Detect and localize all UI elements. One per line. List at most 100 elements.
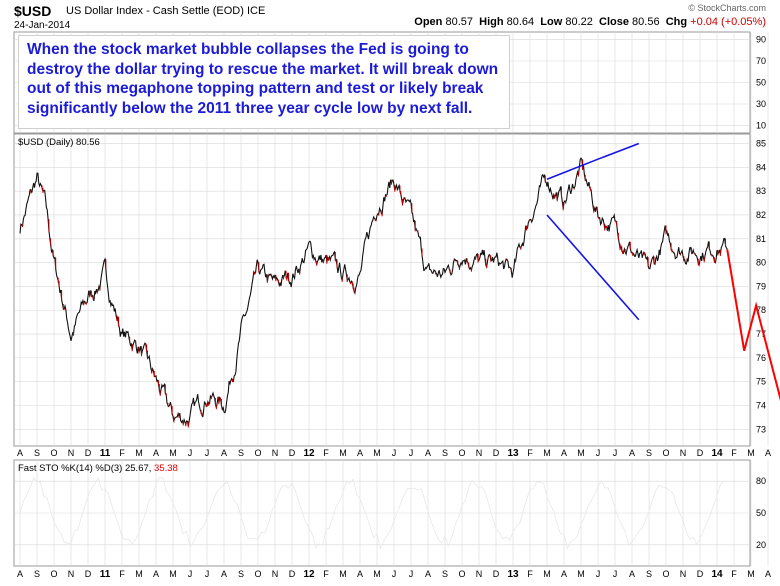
month-tick-label: A <box>425 569 431 579</box>
month-tick-label: J <box>596 448 601 458</box>
month-tick-label: D <box>85 569 92 579</box>
high-value: 80.64 <box>506 16 535 28</box>
month-tick-label: A <box>221 448 227 458</box>
stoch-panel-label: Fast STO %K(14) %D(3) 25.67, 35.38 <box>18 463 178 474</box>
month-tick-label: J <box>392 569 397 579</box>
month-tick-label: S <box>442 569 448 579</box>
month-tick-label: J <box>613 569 618 579</box>
chart-header: $USD US Dollar Index - Cash Settle (EOD)… <box>14 3 766 31</box>
month-tick-label: M <box>543 569 551 579</box>
low-value: 80.22 <box>565 16 593 28</box>
month-tick-label: 14 <box>711 448 723 459</box>
month-tick-label: N <box>68 448 75 458</box>
month-tick-label: N <box>680 448 687 458</box>
megaphone-trendline <box>546 214 640 321</box>
rsi-tick-label: 50 <box>756 78 766 88</box>
month-tick-label: D <box>289 448 296 458</box>
month-tick-label: M <box>135 448 143 458</box>
usd-price-line <box>19 157 728 427</box>
month-tick-label: A <box>153 569 159 579</box>
month-tick-label: N <box>272 448 279 458</box>
month-tick-label: S <box>646 448 652 458</box>
grid-lines <box>14 32 769 566</box>
month-tick-label: M <box>747 569 755 579</box>
month-tick-label: N <box>68 569 75 579</box>
month-tick-label: M <box>747 448 755 458</box>
month-tick-label: A <box>629 569 635 579</box>
price-tick-label: 77 <box>756 329 766 339</box>
high-label: High <box>479 16 504 28</box>
chart-date: 24-Jan-2014 <box>14 20 71 31</box>
month-tick-label: A <box>221 569 227 579</box>
month-tick-label: F <box>119 569 125 579</box>
close-label: Close <box>599 16 629 28</box>
projection-line <box>726 249 780 402</box>
month-tick-label: O <box>254 448 261 458</box>
month-tick-label: N <box>476 448 483 458</box>
month-tick-label: M <box>169 569 177 579</box>
month-tick-label: O <box>662 569 669 579</box>
megaphone-trendline <box>601 142 640 159</box>
rsi-tick-label: 90 <box>756 35 766 45</box>
month-tick-label: M <box>169 448 177 458</box>
stochastic-series <box>19 476 725 550</box>
month-tick-label: J <box>596 569 601 579</box>
month-tick-label: O <box>254 569 261 579</box>
month-tick-label: F <box>323 569 329 579</box>
month-tick-label: S <box>442 448 448 458</box>
month-tick-label: J <box>188 448 193 458</box>
month-tick-label: J <box>205 569 210 579</box>
month-tick-label: D <box>289 569 296 579</box>
month-tick-label: N <box>476 569 483 579</box>
month-tick-label: N <box>272 569 279 579</box>
month-tick-label: 13 <box>507 448 519 459</box>
month-tick-label: D <box>493 569 500 579</box>
price-tick-label: 82 <box>756 210 766 220</box>
open-label: Open <box>414 16 443 28</box>
month-tick-label: 11 <box>100 448 111 459</box>
price-tick-label: 84 <box>756 162 766 172</box>
trendlines <box>546 142 640 321</box>
month-tick-label: M <box>577 448 585 458</box>
rsi-tick-label: 70 <box>756 56 766 66</box>
month-tick-label: M <box>135 569 143 579</box>
stoch-tick-label: 50 <box>756 508 766 518</box>
month-tick-label: A <box>17 569 23 579</box>
month-tick-label: J <box>409 569 414 579</box>
open-value: 80.57 <box>445 16 473 28</box>
month-tick-label: A <box>765 448 771 458</box>
stoch-tick-label: 20 <box>756 540 766 550</box>
month-tick-label: A <box>357 448 363 458</box>
month-tick-label: D <box>493 448 500 458</box>
month-tick-label: S <box>238 448 244 458</box>
month-tick-label: N <box>680 569 687 579</box>
month-tick-label: S <box>34 569 40 579</box>
month-axes: A S O N D 11 F M A M J J A S O N D 12 F M A M J J A S O N D 13 F M A M J J A… <box>17 448 771 580</box>
month-tick-label: S <box>646 569 652 579</box>
price-tick-label: 74 <box>756 401 766 411</box>
annotation-box: When the stock market bubble collapses t… <box>18 35 510 129</box>
month-tick-label: O <box>50 569 57 579</box>
price-tick-label: 76 <box>756 353 766 363</box>
price-tick-label: 80 <box>756 258 766 268</box>
chg-label: Chg <box>665 16 688 28</box>
month-tick-label: S <box>238 569 244 579</box>
month-tick-label: M <box>373 448 381 458</box>
month-tick-label: M <box>577 569 585 579</box>
month-tick-label: A <box>629 448 635 458</box>
month-tick-label: J <box>409 448 414 458</box>
month-tick-label: A <box>17 448 23 458</box>
month-tick-label: M <box>339 569 347 579</box>
month-tick-label: F <box>527 569 533 579</box>
symbol-description: US Dollar Index - Cash Settle (EOD) ICE <box>66 5 266 17</box>
ohlc-readout: Open 80.57 High 80.64 Low 80.22 Close 80… <box>414 16 766 28</box>
month-tick-label: O <box>662 448 669 458</box>
stoch-label-d: 35.38 <box>154 463 178 474</box>
month-tick-label: D <box>697 569 704 579</box>
month-tick-label: M <box>543 448 551 458</box>
price-tick-label: 79 <box>756 281 766 291</box>
price-tick-label: 78 <box>756 305 766 315</box>
month-tick-label: 14 <box>711 569 723 580</box>
megaphone-trendline <box>546 157 602 180</box>
month-tick-label: M <box>373 569 381 579</box>
